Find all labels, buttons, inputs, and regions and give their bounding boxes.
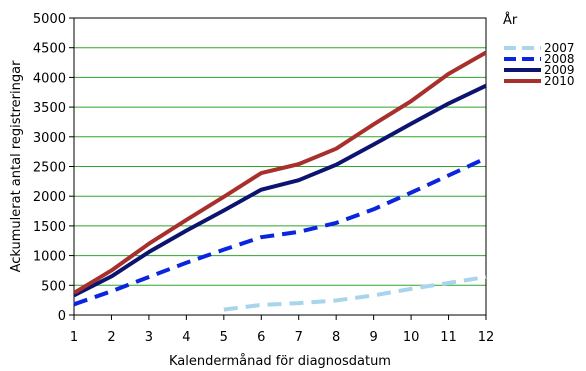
y-tick-label: 2500 (33, 161, 66, 176)
legend-label-2009: 2009 (544, 63, 575, 77)
x-tick-label: 8 (332, 330, 340, 345)
x-tick-label: 10 (403, 330, 420, 345)
legend-label-2010: 2010 (544, 74, 575, 88)
y-tick-label: 0 (58, 309, 66, 324)
x-tick-label: 9 (369, 330, 377, 345)
y-tick-label: 1500 (33, 220, 66, 235)
x-tick-label: 1 (70, 330, 78, 345)
x-tick-label: 6 (257, 330, 265, 345)
x-tick-label: 7 (295, 330, 303, 345)
x-tick-label: 4 (182, 330, 190, 345)
x-tick-label: 5 (220, 330, 228, 345)
x-axis-ticks: 1 2 3 4 5 6 7 8 9 10 11 12 (70, 315, 494, 345)
legend-title: År (503, 12, 518, 28)
y-axis-label: Ackumulerat antal registreringar (9, 60, 24, 273)
series-line-2008 (73, 156, 487, 307)
x-tick-label: 12 (478, 330, 495, 345)
y-tick-label: 4500 (33, 42, 66, 57)
gridlines (74, 17, 486, 286)
y-tick-label: 500 (41, 279, 66, 294)
y-tick-label: 4000 (33, 71, 66, 86)
x-tick-label: 11 (440, 330, 457, 345)
y-tick-label: 3000 (33, 131, 66, 146)
y-tick-label: 5000 (33, 12, 66, 27)
y-tick-label: 1000 (33, 250, 66, 265)
y-tick-label: 3500 (33, 101, 66, 116)
x-tick-label: 2 (107, 330, 115, 345)
y-tick-label: 2000 (33, 190, 66, 205)
legend-label-2007: 2007 (544, 41, 575, 55)
series-line-2009 (73, 83, 487, 298)
x-axis-label: Kalendermånad för diagnosdatum (169, 354, 391, 369)
series-line-2010 (72, 50, 487, 295)
series-line-2007 (223, 275, 487, 312)
x-tick-label: 3 (145, 330, 153, 345)
series-lines (72, 50, 487, 312)
y-axis-ticks: 0 500 1000 1500 2000 2500 3000 3500 4000 4500 5000 (33, 12, 74, 324)
legend-label-2008: 2008 (544, 52, 575, 66)
